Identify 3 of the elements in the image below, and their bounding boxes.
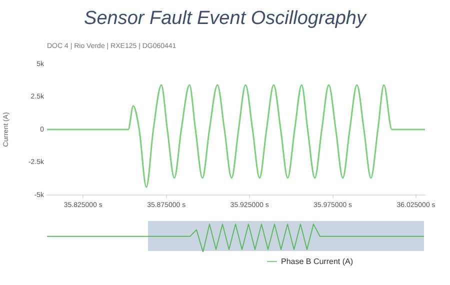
legend-label: Phase B Current (A) [280, 257, 354, 266]
line-series [47, 84, 425, 188]
chart-title: Sensor Fault Event Oscillography [83, 8, 368, 30]
